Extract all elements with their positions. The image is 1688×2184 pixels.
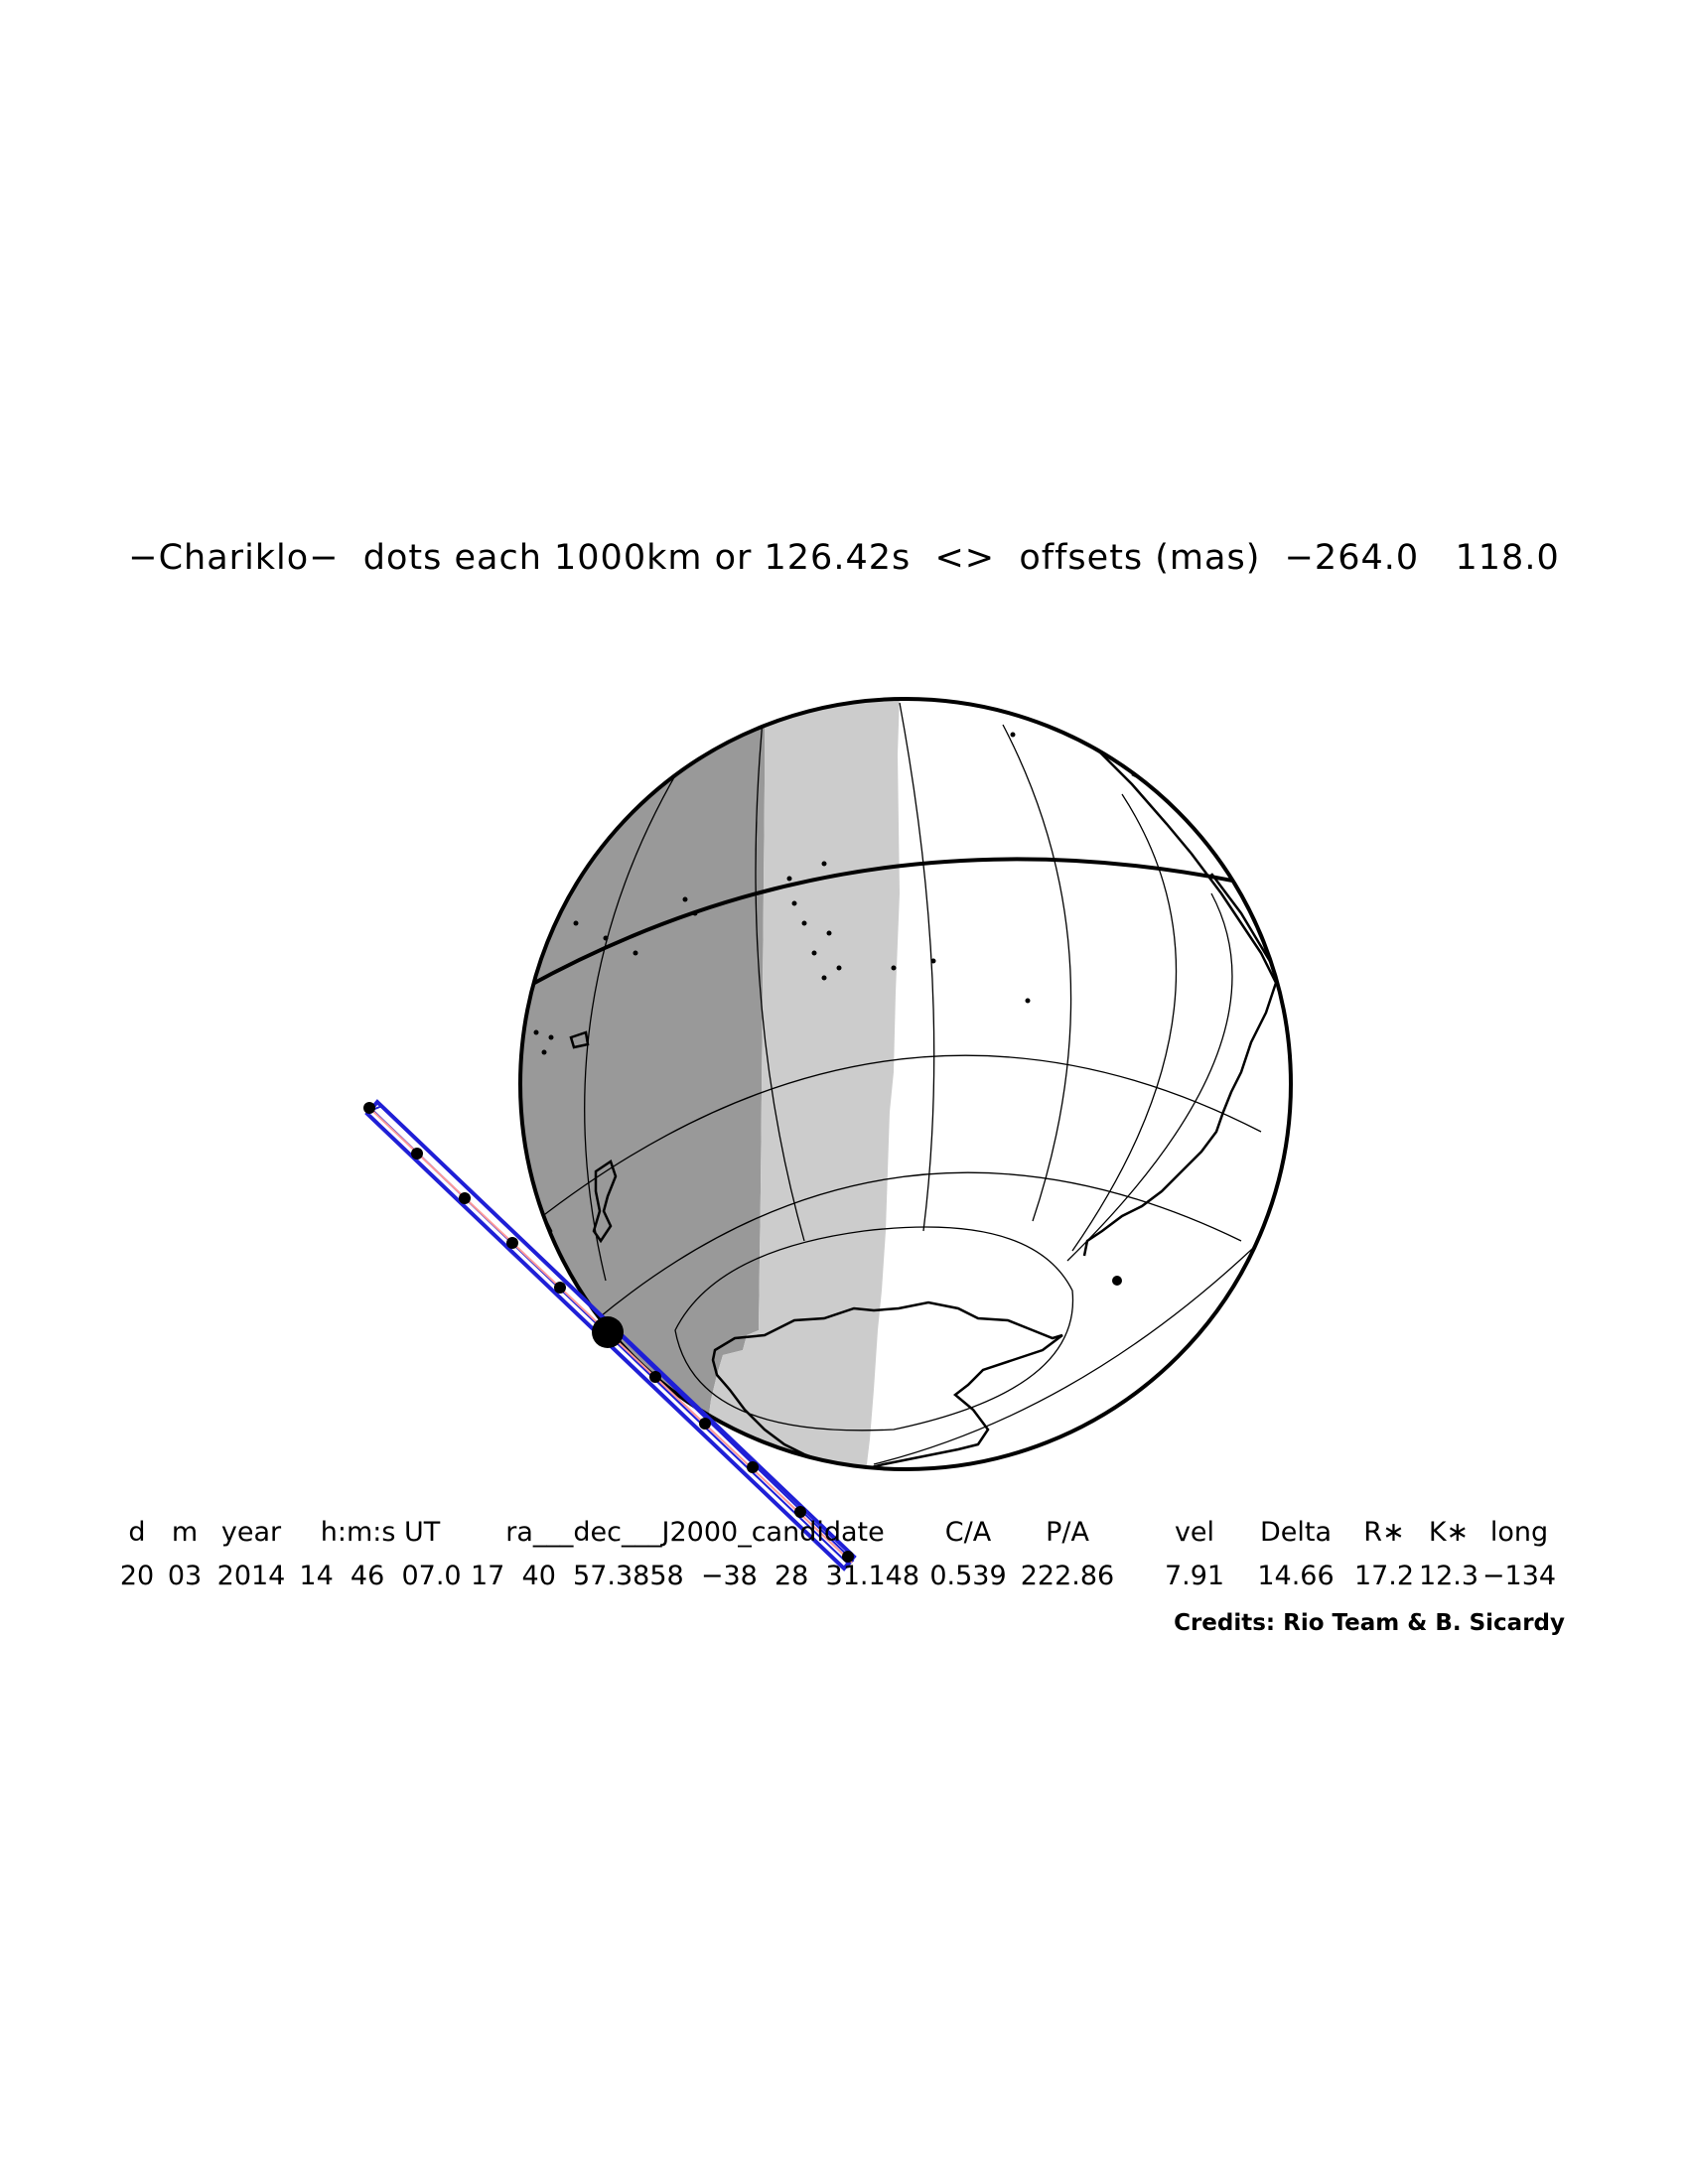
track-dots — [363, 1102, 854, 1563]
value-k-star: 12.3 — [1418, 1561, 1479, 1591]
track-dot — [459, 1192, 471, 1204]
header-pa: P/A — [1046, 1517, 1089, 1548]
value-long: −134 — [1481, 1561, 1557, 1591]
track-band-inner — [370, 1104, 855, 1567]
header-year: year — [220, 1517, 282, 1548]
twilight-region — [701, 699, 900, 1469]
equator-line — [520, 857, 1291, 1024]
track-dot — [649, 1371, 661, 1383]
track-dot — [699, 1418, 711, 1430]
track-dot — [842, 1551, 854, 1563]
graticule — [535, 699, 1282, 1465]
header-k-star: K∗ — [1428, 1517, 1470, 1548]
value-year: 2014 — [216, 1561, 286, 1591]
track-dot — [411, 1148, 423, 1160]
value-time: 14 46 07.0 — [299, 1561, 462, 1591]
track-dot — [363, 1102, 375, 1114]
value-day: 20 — [119, 1561, 155, 1591]
value-pa: 222.86 — [1020, 1561, 1115, 1591]
globe — [520, 699, 1291, 1469]
header-long: long — [1489, 1517, 1549, 1548]
header-month: m — [171, 1517, 199, 1548]
header-day: d — [128, 1517, 146, 1548]
header-ca: C/A — [944, 1517, 992, 1548]
value-delta: 14.66 — [1257, 1561, 1335, 1591]
value-coordinates: 17 40 57.3858 −38 28 31.148 — [471, 1561, 919, 1591]
occultation-track — [363, 1099, 857, 1571]
track-dot — [554, 1282, 566, 1294]
value-r-star: 17.2 — [1353, 1561, 1415, 1591]
credits: Credits: Rio Team & B. Sicardy — [1174, 1610, 1565, 1636]
globe-outline — [518, 697, 1293, 1471]
header-vel: vel — [1174, 1517, 1215, 1548]
track-dot-closest-approach — [592, 1316, 624, 1348]
track-dot — [794, 1506, 806, 1518]
value-vel: 7.91 — [1164, 1561, 1225, 1591]
track-dot — [747, 1461, 759, 1473]
header-time: h:m:s UT — [320, 1517, 441, 1548]
value-month: 03 — [167, 1561, 203, 1591]
page-title: −Chariklo− dots each 1000km or 126.42s <… — [128, 538, 1560, 578]
track-dot — [506, 1237, 518, 1249]
header-delta: Delta — [1259, 1517, 1333, 1548]
header-r-star: R∗ — [1363, 1517, 1405, 1548]
header-coordinates: ra___dec___J2000_candidate — [505, 1517, 885, 1548]
value-ca: 0.539 — [929, 1561, 1007, 1591]
